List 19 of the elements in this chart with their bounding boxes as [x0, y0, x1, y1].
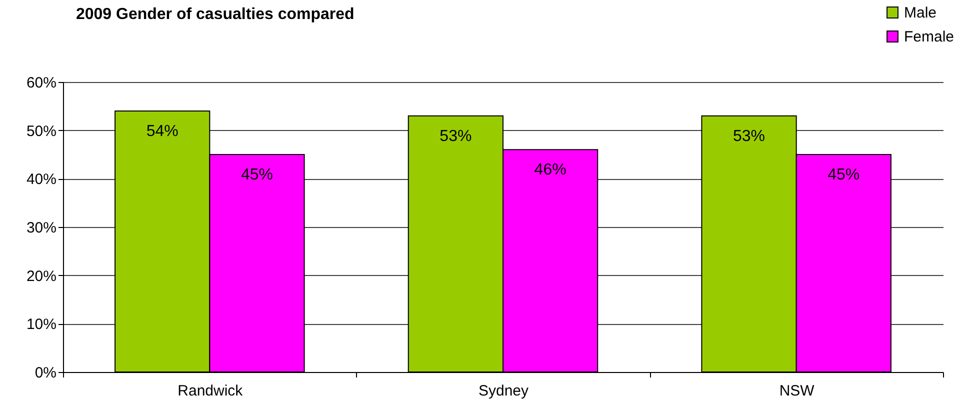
y-tick-label: 60%	[26, 74, 56, 92]
data-label: 53%	[733, 128, 766, 145]
y-tick-label: 30%	[26, 220, 56, 236]
chart-title: 2009 Gender of casualties compared	[76, 6, 354, 23]
y-tick-label: 10%	[26, 316, 56, 334]
data-label: 46%	[534, 162, 566, 179]
data-label: 54%	[146, 123, 178, 140]
y-tick-label: 20%	[26, 268, 56, 285]
legend-label: Female	[904, 28, 954, 46]
data-label: 45%	[240, 166, 273, 184]
legend-label: Male	[904, 4, 937, 22]
x-tick-label: Sydney	[478, 382, 530, 400]
data-label: 45%	[828, 166, 860, 184]
x-tick-label: Randwick	[178, 382, 244, 400]
y-tick-label: 0%	[34, 364, 56, 382]
x-tick-label: NSW	[779, 382, 816, 400]
y-tick-label: 40%	[26, 171, 56, 188]
y-tick-label: 50%	[26, 122, 56, 140]
data-label: 53%	[440, 128, 472, 145]
